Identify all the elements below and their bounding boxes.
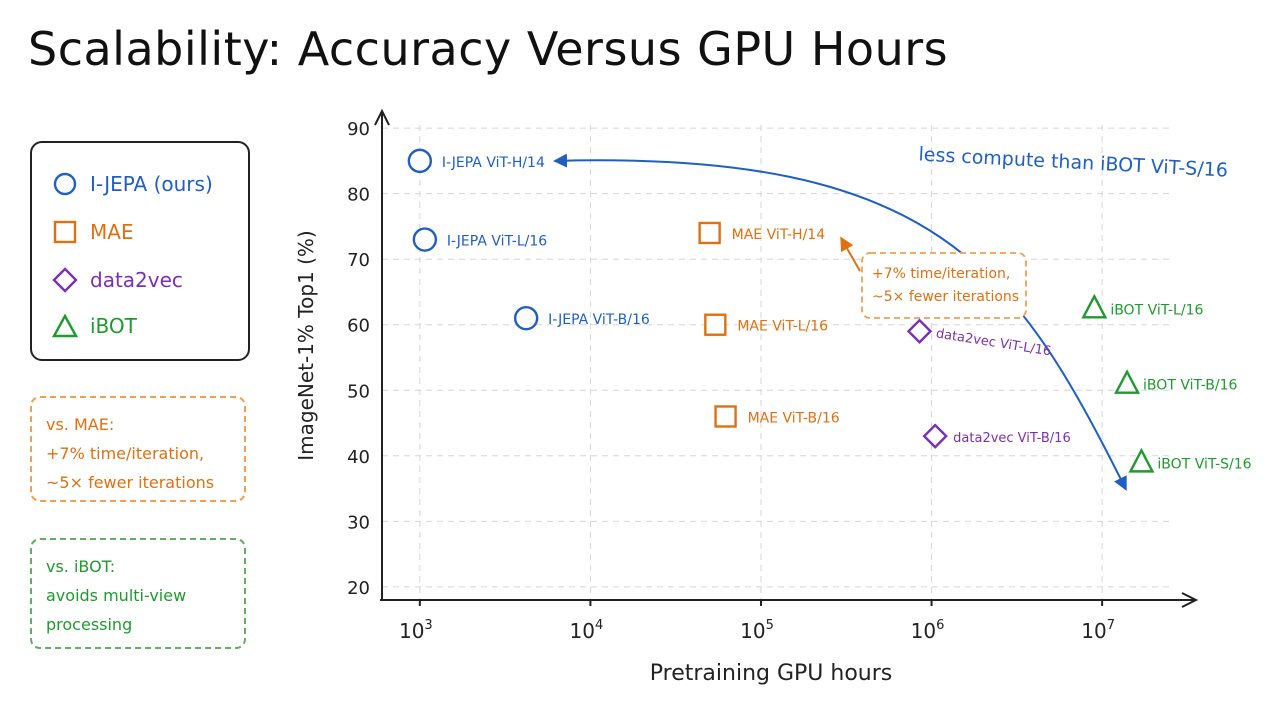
x-axis-arrow [1181, 592, 1199, 608]
note-mae: vs. MAE: +7% time/iteration, ~5× fewer i… [30, 396, 246, 502]
x-tick-label: 107 [1081, 618, 1115, 643]
legend-item-ibot: iBOT [52, 313, 137, 339]
y-tick-label: 90 [347, 119, 370, 140]
y-axis-arrow [374, 108, 390, 126]
data-point-triangle [1114, 369, 1141, 394]
square-icon [53, 220, 77, 244]
legend-item-ijepa: I-JEPA (ours) [52, 171, 213, 197]
y-tick-label: 70 [347, 250, 370, 271]
y-tick-label: 60 [347, 316, 370, 337]
legend-item-data2vec: data2vec [52, 267, 183, 293]
y-tick-label: 80 [347, 185, 370, 206]
y-tick-label: 20 [347, 578, 370, 599]
triangle-icon [52, 313, 78, 338]
annotation-compute: less compute than iBOT ViT-S/16 [918, 143, 1228, 181]
note-line: vs. MAE: [46, 415, 115, 434]
page-title: Scalability: Accuracy Versus GPU Hours [28, 22, 949, 76]
x-tick-label: 104 [570, 618, 604, 643]
x-axis-label: Pretraining GPU hours [650, 661, 892, 686]
note-line: ~5× fewer iterations [46, 473, 215, 492]
data-point-circle [407, 148, 433, 174]
data-point-label: I-JEPA ViT-B/16 [548, 312, 650, 328]
data-point-label: MAE ViT-B/16 [748, 410, 840, 426]
data-point-diamond [906, 318, 933, 344]
grid [382, 125, 1170, 600]
data-point-label: MAE ViT-H/14 [732, 227, 826, 243]
y-tick-label: 50 [347, 381, 370, 402]
legend-label: I-JEPA (ours) [90, 172, 213, 196]
legend: I-JEPA (ours) MAE data2vec iBOT [30, 141, 250, 361]
y-tick-label: 40 [347, 447, 370, 468]
data-point-label: iBOT ViT-L/16 [1110, 302, 1203, 318]
note-line: vs. iBOT: [46, 557, 116, 576]
x-tick-label: 103 [399, 618, 433, 643]
data-point-square [698, 221, 721, 245]
data-point-triangle [1128, 447, 1155, 473]
data-point-circle [513, 305, 539, 331]
data-point-diamond [922, 423, 948, 449]
data-point-triangle [1081, 293, 1108, 319]
legend-label: data2vec [90, 268, 183, 292]
data-point-label: iBOT ViT-S/16 [1157, 456, 1251, 472]
note-line: processing [46, 615, 133, 634]
data-point-circle [412, 227, 438, 252]
legend-label: iBOT [90, 314, 137, 338]
data-point-label: iBOT ViT-B/16 [1143, 378, 1237, 394]
data-point-label: I-JEPA ViT-L/16 [447, 234, 547, 250]
callout-line: +7% time/iteration, [872, 266, 1010, 282]
axes: 20 30 40 50 60 70 80 90 103 104 105 106 107 Pretraini… [294, 108, 1199, 686]
legend-item-mae: MAE [52, 219, 134, 245]
note-ibot: vs. iBOT: avoids multi-view processing [30, 538, 246, 649]
data-point-square [714, 405, 737, 428]
x-tick-label: 106 [911, 618, 945, 643]
legend-label: MAE [90, 220, 134, 244]
data-point-label: MAE ViT-L/16 [737, 319, 828, 335]
callout-box [861, 252, 1027, 319]
note-line: avoids multi-view [46, 586, 187, 605]
y-axis-label: ImageNet-1% Top1 (%) [294, 230, 318, 461]
data-point-label: data2vec ViT-B/16 [953, 431, 1071, 446]
callout-line: ~5× fewer iterations [872, 289, 1019, 305]
data-points: I-JEPA ViT-H/14 I-JEPA ViT-L/16 I-JEPA ViT… [407, 148, 1252, 473]
note-line: +7% time/iteration, [46, 444, 205, 463]
circle-icon [53, 172, 77, 196]
x-tick-label: 105 [740, 618, 774, 643]
data-point-square [704, 313, 727, 336]
compute-arrow [553, 153, 1127, 491]
y-tick-label: 30 [347, 512, 370, 533]
data-point-label: I-JEPA ViT-H/14 [442, 155, 545, 171]
callout-arrow [840, 236, 861, 272]
diamond-icon [52, 267, 78, 293]
